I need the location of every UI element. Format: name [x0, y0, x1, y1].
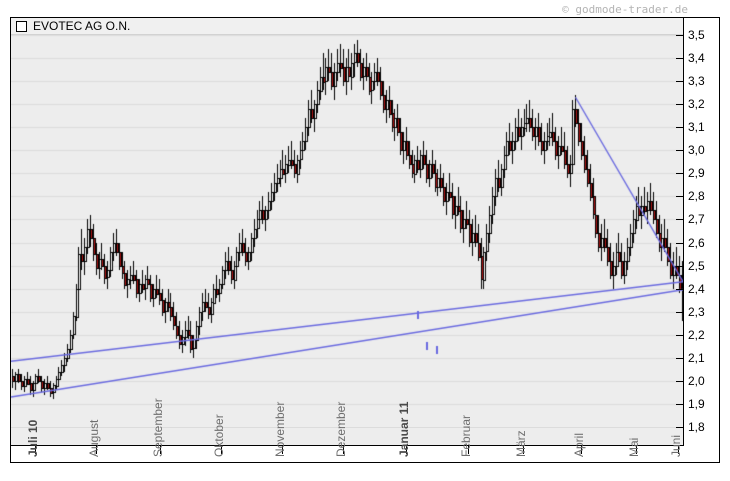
y-axis-label: 2,6 — [688, 236, 705, 250]
x-axis-label: Februar — [459, 414, 473, 457]
x-axis-label: November — [273, 401, 287, 457]
price-chart-plot-area[interactable] — [11, 35, 683, 427]
y-axis-tick — [676, 173, 683, 174]
x-axis-label: Juni — [669, 434, 683, 457]
y-axis-label: 3,4 — [688, 51, 705, 65]
y-axis-tick — [676, 243, 683, 244]
x-axis-label: Januar 11 — [397, 401, 411, 457]
x-axis-tick — [678, 446, 679, 454]
y-axis-label: 1,8 — [688, 420, 705, 434]
y-axis-tick — [676, 289, 683, 290]
x-axis-label: September — [151, 398, 165, 457]
x-axis-tick — [96, 446, 97, 454]
x-axis-tick — [581, 446, 582, 454]
x-axis-label: Juli 10 — [26, 419, 40, 457]
y-axis-tick — [676, 335, 683, 336]
x-axis-tick — [468, 446, 469, 454]
y-axis-tick — [676, 381, 683, 382]
instrument-title: EVOTEC AG O.N. — [33, 19, 131, 33]
y-axis-line — [683, 18, 684, 446]
y-axis-label: 2,8 — [688, 189, 705, 203]
x-axis-label-band — [11, 427, 683, 445]
y-axis-tick — [676, 104, 683, 105]
y-axis-label: 2,9 — [688, 166, 705, 180]
y-axis-tick — [676, 219, 683, 220]
x-axis-label: August — [87, 419, 101, 457]
x-axis-label: Oktober — [212, 414, 226, 457]
y-axis-label: 2,4 — [688, 282, 705, 296]
watermark: © godmode-trader.de — [562, 3, 688, 16]
chart-legend-bar[interactable]: EVOTEC AG O.N. — [11, 18, 683, 35]
candlestick-canvas[interactable] — [11, 35, 683, 427]
y-axis-label: 2,7 — [688, 212, 705, 226]
x-axis-tick — [406, 446, 407, 454]
y-axis-label: 3,0 — [688, 143, 705, 157]
y-axis-tick — [676, 266, 683, 267]
y-axis-label: 2,5 — [688, 259, 705, 273]
x-axis-tick — [35, 446, 36, 454]
x-axis-tick — [221, 446, 222, 454]
x-axis-tick — [636, 446, 637, 454]
y-axis-tick — [676, 127, 683, 128]
y-axis-tick — [676, 427, 683, 428]
y-axis-label: 3,2 — [688, 97, 705, 111]
x-axis-tick — [523, 446, 524, 454]
y-axis-tick — [676, 404, 683, 405]
y-axis-label: 1,9 — [688, 397, 705, 411]
y-axis-tick — [676, 150, 683, 151]
checkbox-icon[interactable] — [16, 20, 27, 32]
y-axis-label: 2,3 — [688, 305, 705, 319]
y-axis-tick — [676, 35, 683, 36]
x-axis-tick — [282, 446, 283, 454]
y-axis-label: 2,1 — [688, 351, 705, 365]
x-axis-label: Dezember — [334, 401, 348, 457]
y-axis-tick — [676, 58, 683, 59]
y-axis-tick — [676, 196, 683, 197]
y-axis-tick — [676, 358, 683, 359]
y-axis-label: 3,3 — [688, 74, 705, 88]
y-axis-tick — [676, 312, 683, 313]
x-axis-label: März — [514, 430, 528, 457]
x-axis-label: April — [572, 432, 586, 457]
x-axis-tick — [343, 446, 344, 454]
x-axis-label: Mai — [627, 437, 641, 457]
x-axis-tick — [160, 446, 161, 454]
y-axis-label: 3,1 — [688, 120, 705, 134]
x-axis-line — [11, 445, 683, 446]
y-axis-label: 2,0 — [688, 374, 705, 388]
y-axis-label: 3,5 — [688, 28, 705, 42]
y-axis-label: 2,2 — [688, 328, 705, 342]
y-axis-tick — [676, 81, 683, 82]
